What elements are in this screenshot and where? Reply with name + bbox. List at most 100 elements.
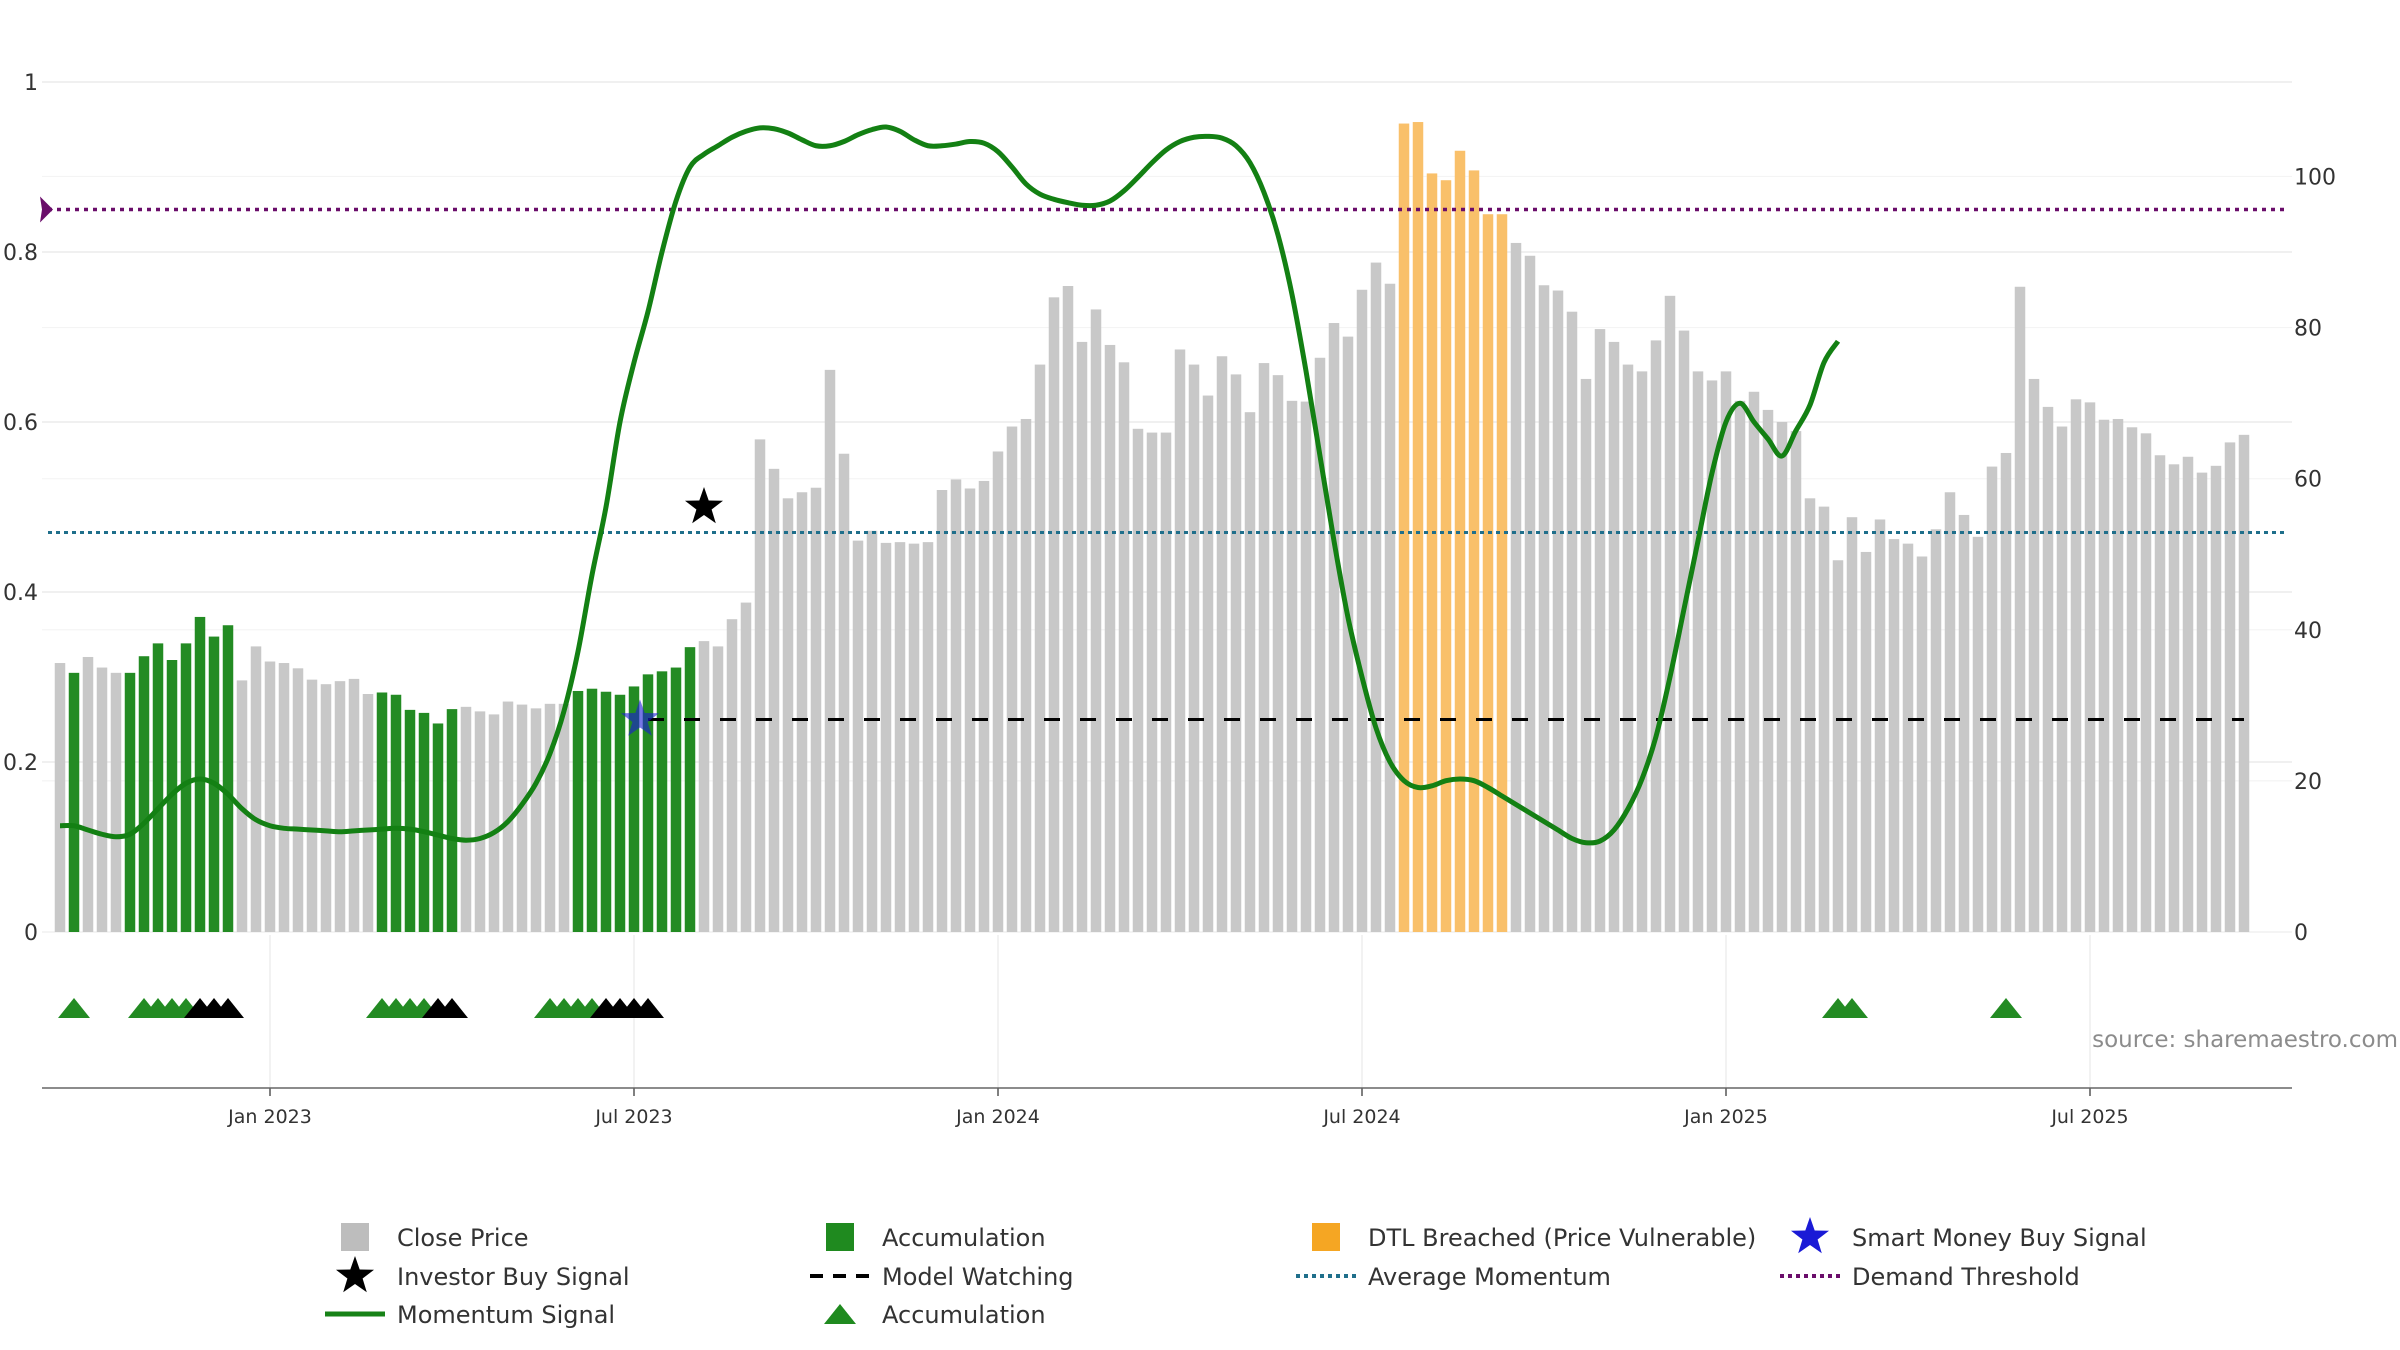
close-price-bar xyxy=(1888,539,1900,932)
close-price-bar xyxy=(1272,375,1284,933)
close-price-bar xyxy=(1384,283,1396,932)
close-price-bar xyxy=(1748,391,1760,932)
close-price-bar xyxy=(2070,399,2082,932)
close-price-bar xyxy=(2112,418,2124,932)
accumulation-bar xyxy=(194,616,206,932)
close-price-bar xyxy=(2098,419,2110,932)
close-price-bar xyxy=(1216,356,1228,932)
close-price-bar xyxy=(2196,472,2208,932)
accumulation-marker xyxy=(58,998,90,1018)
close-price-bar xyxy=(1146,432,1158,932)
close-price-bar xyxy=(740,602,752,932)
close-price-bar xyxy=(1944,492,1956,932)
close-price-bar xyxy=(1286,400,1298,932)
close-price-bar xyxy=(1258,363,1270,933)
close-price-bar xyxy=(2224,442,2236,932)
legend-label: Accumulation xyxy=(882,1301,1046,1329)
close-price-bar xyxy=(1202,395,1214,932)
close-price-bar xyxy=(1510,242,1522,932)
close-price-bar xyxy=(1874,519,1886,932)
close-price-bar xyxy=(1230,374,1242,932)
close-price-bar xyxy=(1972,536,1984,932)
legend-label: Accumulation xyxy=(882,1224,1046,1252)
close-price-bar xyxy=(502,701,514,932)
close-price-bar xyxy=(1594,329,1606,933)
close-price-bar xyxy=(1118,362,1130,932)
accumulation-bar xyxy=(572,690,584,932)
legend-item: Momentum Signal xyxy=(325,1301,615,1329)
close-price-bar xyxy=(2126,427,2138,932)
legend-item: Average Momentum xyxy=(1296,1263,1611,1291)
close-price-bar xyxy=(1524,255,1536,932)
legend-label: Smart Money Buy Signal xyxy=(1852,1224,2147,1252)
close-price-bar xyxy=(1790,431,1802,932)
close-price-bar xyxy=(852,540,864,932)
right-tick-label: 0 xyxy=(2294,921,2308,946)
close-price-bar xyxy=(2056,426,2068,932)
close-price-bar xyxy=(894,542,906,932)
close-price-bar xyxy=(1076,341,1088,932)
close-price-bar xyxy=(1860,551,1872,932)
left-tick-label: 0.4 xyxy=(3,581,38,606)
legend-swatch xyxy=(1312,1223,1340,1251)
close-price-bar xyxy=(306,679,318,932)
close-price-bar xyxy=(2210,465,2222,932)
close-price-bar xyxy=(2238,434,2250,932)
dtl-breached-bar xyxy=(1454,150,1466,932)
close-price-bar xyxy=(110,672,122,932)
close-price-bar xyxy=(1734,400,1746,932)
investor-buy-signal xyxy=(685,487,723,524)
close-price-bar xyxy=(1930,529,1942,932)
left-tick-label: 0.8 xyxy=(3,241,38,266)
close-price-bar xyxy=(1048,297,1060,932)
close-price-bar xyxy=(1314,357,1326,932)
close-price-bar xyxy=(96,667,108,932)
smart-money-buy-signal xyxy=(621,699,659,736)
close-price-bar xyxy=(1762,409,1774,932)
close-price-bar xyxy=(726,619,738,932)
close-price-bar xyxy=(334,681,346,932)
close-price-bar xyxy=(54,663,66,932)
accumulation-bar xyxy=(180,643,192,932)
close-price-bar xyxy=(1020,418,1032,932)
close-price-bar xyxy=(348,678,360,932)
x-tick-label: Jul 2024 xyxy=(1322,1106,1400,1128)
close-price-bar xyxy=(782,498,794,932)
close-price-bar xyxy=(1720,371,1732,932)
right-tick-label: 80 xyxy=(2294,317,2322,342)
close-price-bar xyxy=(908,543,920,932)
close-price-bar xyxy=(838,453,850,932)
dtl-breached-bar xyxy=(1482,214,1494,932)
legend-label: Model Watching xyxy=(882,1263,1074,1291)
close-price-bar xyxy=(1818,506,1830,932)
close-price-bar xyxy=(264,661,276,932)
legend-item: Model Watching xyxy=(810,1263,1074,1291)
close-price-bar xyxy=(2000,452,2012,932)
close-price-bar xyxy=(1034,364,1046,933)
legend-item: Investor Buy Signal xyxy=(336,1256,630,1293)
close-price-bar xyxy=(1356,289,1368,932)
close-price-bar xyxy=(474,711,486,932)
close-price-bar xyxy=(362,694,374,932)
close-price-bar xyxy=(2084,402,2096,932)
left-tick-label: 0.6 xyxy=(3,411,38,436)
legend-item: DTL Breached (Price Vulnerable) xyxy=(1312,1223,1756,1252)
legend-swatch xyxy=(826,1223,854,1251)
accumulation-bar xyxy=(152,643,164,932)
accumulation-bar xyxy=(628,686,640,932)
dtl-breached-bar xyxy=(1412,122,1424,933)
legend-star-icon xyxy=(1791,1217,1829,1254)
close-price-bar xyxy=(2028,378,2040,932)
close-price-bar xyxy=(558,703,570,932)
accumulation-bar xyxy=(614,694,626,932)
close-price-bar xyxy=(1300,401,1312,933)
axes: 0 0.2 0.4 0.6 0.8 1 0 20 40 60 80 100 Jan 2023 Jul 20… xyxy=(3,71,2336,1128)
price-bars xyxy=(54,122,2250,933)
signal-markers xyxy=(58,487,2022,1018)
accumulation-bar xyxy=(124,672,136,932)
left-tick-label: 1 xyxy=(24,71,38,96)
close-price-bar xyxy=(1566,311,1578,932)
close-price-bar xyxy=(1832,560,1844,932)
accumulation-marker xyxy=(632,998,664,1018)
right-tick-label: 40 xyxy=(2294,619,2322,644)
